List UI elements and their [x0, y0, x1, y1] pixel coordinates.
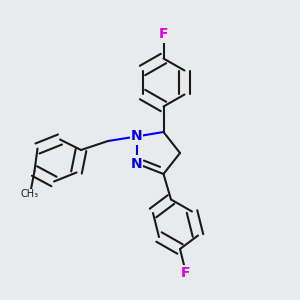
Text: N: N	[131, 130, 142, 143]
Text: F: F	[181, 266, 191, 280]
Text: CH₃: CH₃	[21, 189, 39, 200]
Text: N: N	[131, 157, 142, 170]
Text: F: F	[159, 28, 168, 41]
